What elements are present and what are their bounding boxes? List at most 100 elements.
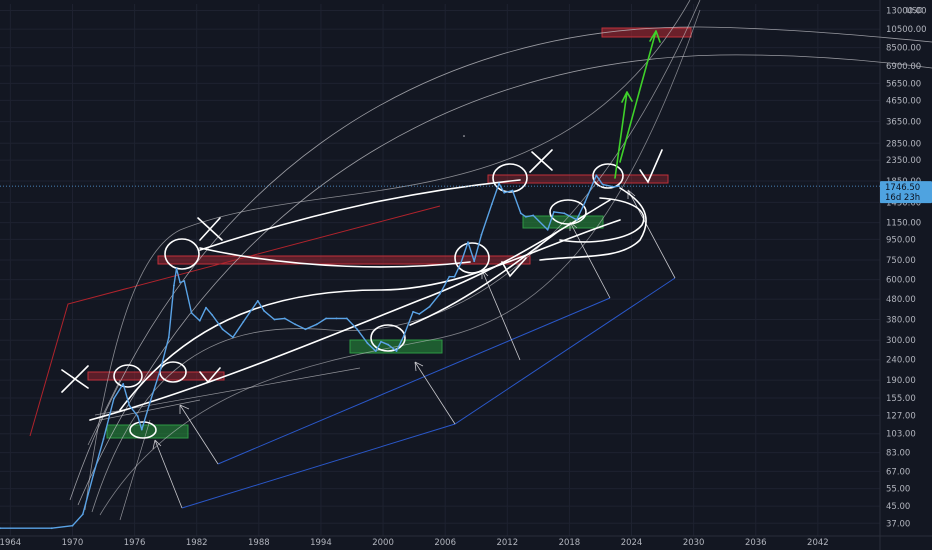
x-tick-label: 1970 <box>62 538 84 548</box>
price-point <box>480 234 483 236</box>
arc-outer <box>69 26 932 501</box>
y-tick-label: 155.00 <box>886 394 916 404</box>
price-point <box>490 203 493 206</box>
price-point <box>511 189 514 192</box>
red-trend-line[interactable] <box>29 205 441 437</box>
y-tick-label: 37.00 <box>886 519 910 529</box>
price-line-layer <box>0 174 620 530</box>
price-point <box>256 300 259 302</box>
price-point <box>92 474 95 477</box>
price-point <box>102 438 105 440</box>
price-point <box>335 317 338 320</box>
price-point <box>459 262 462 265</box>
y-tick-label: 750.00 <box>886 256 916 266</box>
price-point <box>273 318 276 321</box>
blue-channel-mid[interactable] <box>217 297 611 465</box>
price-point <box>595 174 598 177</box>
y-tick-label: 240.00 <box>886 356 916 366</box>
y-tick-label: 4650.00 <box>886 96 921 106</box>
last-price-box <box>880 181 932 204</box>
price-point <box>294 323 296 326</box>
price-point <box>304 328 307 331</box>
x-tick-label: 1976 <box>124 538 146 548</box>
price-point <box>0 527 1 530</box>
y-axis[interactable]: 13000.00 10500.00 8500.00 6900.00 5650.00 465… <box>886 6 927 529</box>
price-point <box>467 241 469 244</box>
y-tick-label: 300.00 <box>886 336 916 346</box>
price-point <box>618 185 620 188</box>
price-point <box>439 292 441 295</box>
y-tick-label: 1150.00 <box>886 219 921 229</box>
resistance-zone-1980[interactable] <box>157 255 531 265</box>
x-tick-label: 2036 <box>745 538 767 548</box>
price-point <box>473 260 476 263</box>
price-point <box>136 415 139 417</box>
y-tick-label: 127.00 <box>886 411 916 421</box>
price-point <box>325 317 327 320</box>
last-price-tag: 1746.50 16d 23h <box>880 181 932 204</box>
price-point <box>366 342 369 345</box>
x-axis[interactable]: 1964 1970 1976 1982 1988 1994 2000 2006 2012 2018… <box>0 538 829 548</box>
price-point <box>128 404 131 407</box>
price-point <box>183 280 186 282</box>
price-point <box>448 275 451 278</box>
arc-steep-3 <box>99 9 701 516</box>
price-point <box>575 218 578 221</box>
price-point <box>140 428 143 431</box>
price-point <box>173 284 175 287</box>
price-point <box>232 336 234 339</box>
y-tick-label: 600.00 <box>886 276 916 286</box>
x-tick-label: 2042 <box>807 538 829 548</box>
price-point <box>122 383 125 385</box>
connector-lines <box>87 367 361 521</box>
price-point <box>263 309 265 312</box>
y-tick-label: 1450.00 <box>886 198 921 208</box>
x-tick-label: 2006 <box>434 538 456 548</box>
x-tick-label: 2024 <box>621 538 643 548</box>
y-tick-label: 950.00 <box>886 235 916 245</box>
price-point <box>211 314 214 316</box>
price-point <box>167 336 170 339</box>
arc-steep-1 <box>84 0 691 511</box>
price-point <box>428 305 431 308</box>
y-tick-label: 67.00 <box>886 467 910 477</box>
stray-mark <box>463 135 465 137</box>
y-tick-label: 6900.00 <box>886 62 921 72</box>
price-point <box>175 267 178 270</box>
price-point <box>345 317 348 320</box>
price-point <box>412 310 414 313</box>
x-tick-label: 2030 <box>683 538 705 548</box>
y-tick-label: 13000.00 <box>886 6 927 16</box>
price-point <box>525 215 527 218</box>
price-point <box>50 527 53 530</box>
annotations <box>29 0 932 521</box>
last-price-countdown: 16d 23h <box>885 193 920 203</box>
arc-inner <box>77 54 932 506</box>
support-zone-1976[interactable] <box>106 424 189 439</box>
price-point <box>503 191 506 194</box>
price-point <box>205 306 207 309</box>
y-tick-label: 8500.00 <box>886 44 921 54</box>
currency-unit: USD <box>906 6 923 15</box>
resistance-zone-top[interactable] <box>601 27 692 38</box>
price-point <box>563 212 566 215</box>
price-point <box>613 186 615 188</box>
price-point <box>453 275 456 278</box>
price-point <box>498 182 500 185</box>
y-tick-label: 45.00 <box>886 502 910 512</box>
y-tick-label: 83.00 <box>886 449 910 459</box>
resistance-zone-2020[interactable] <box>487 174 669 184</box>
price-point <box>242 321 245 323</box>
x-tick-label: 1988 <box>248 538 270 548</box>
price-point <box>418 313 421 315</box>
price-point <box>149 401 152 403</box>
y-tick-label: 2850.00 <box>886 139 921 149</box>
y-tick-label: 55.00 <box>886 485 910 495</box>
x-tick-label: 2000 <box>372 538 394 548</box>
x-tick-label: 1964 <box>0 538 21 548</box>
price-series-line <box>0 174 620 529</box>
price-point <box>553 211 555 213</box>
price-point <box>601 183 604 186</box>
handdrawn-marks <box>61 149 663 439</box>
